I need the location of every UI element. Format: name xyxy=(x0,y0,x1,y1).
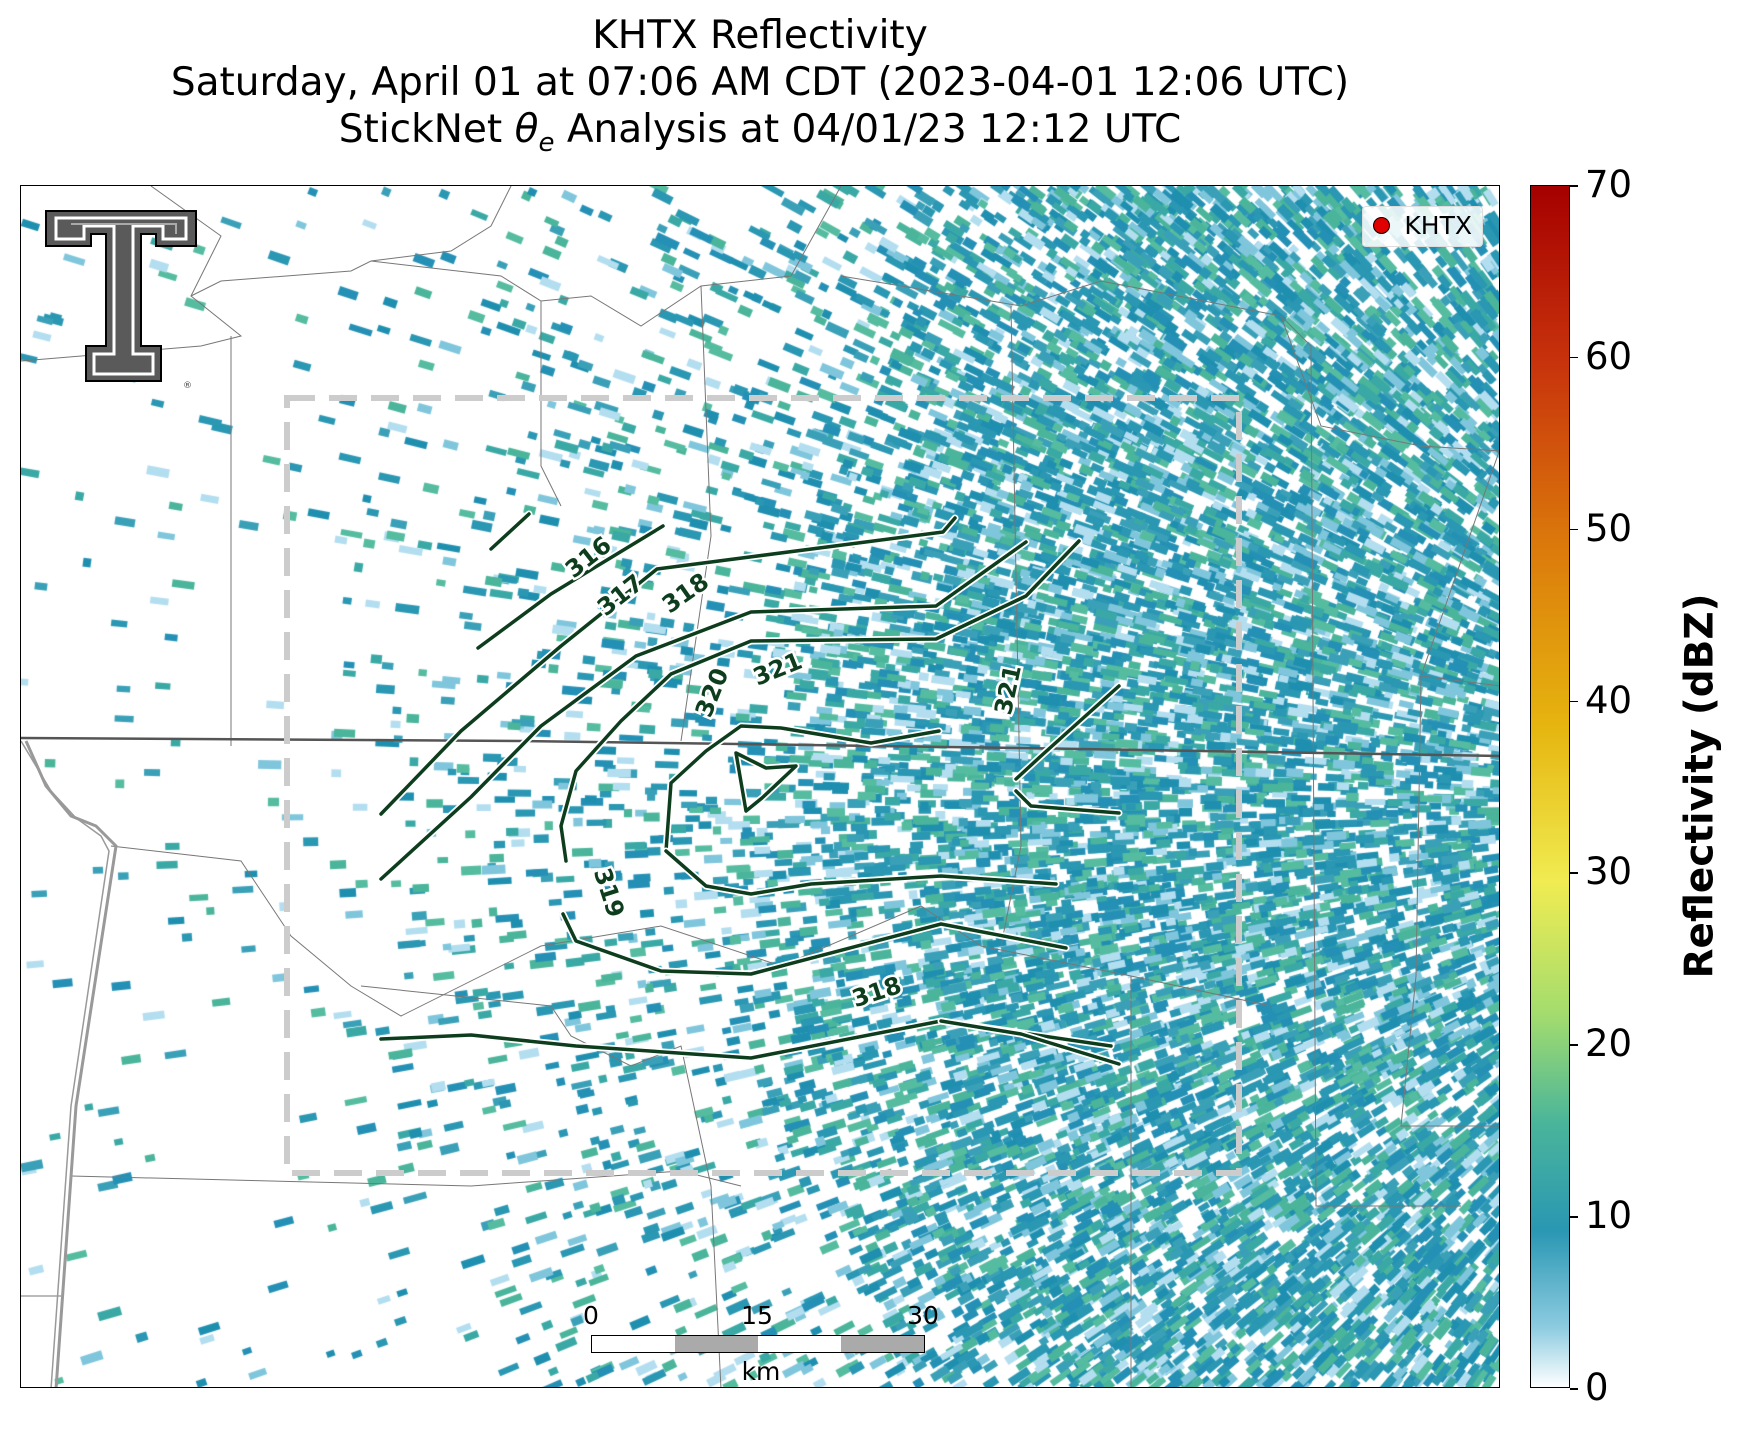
colorbar-title: Reflectivity (dBZ) xyxy=(1677,593,1723,979)
contour-label: 319 xyxy=(588,865,630,921)
contour-label: 318 xyxy=(849,971,905,1013)
contour-line xyxy=(939,1019,1121,1066)
scale-tick-15: 15 xyxy=(741,1301,773,1330)
scale-segments xyxy=(591,1335,925,1353)
svg-text:®: ® xyxy=(183,381,192,391)
title-datetime: Saturday, April 01 at 07:06 AM CDT (2023… xyxy=(170,60,1350,105)
scale-tick-30: 30 xyxy=(907,1301,939,1330)
contour-line xyxy=(664,724,941,853)
colorbar-tick-label: 40 xyxy=(1585,678,1633,722)
contour-line xyxy=(664,849,1058,896)
contour-line xyxy=(559,539,1081,863)
colorbar-tick-mark xyxy=(1570,700,1578,703)
scale-tick-0: 0 xyxy=(583,1301,599,1330)
contour-label: 321 xyxy=(749,647,806,692)
colorbar-tick-mark xyxy=(1570,1216,1578,1218)
radar-site-marker xyxy=(1373,217,1391,234)
scale-unit: km xyxy=(741,1357,781,1386)
colorbar-tick-label: 10 xyxy=(1585,1194,1633,1238)
contour-line xyxy=(734,751,798,813)
contour-line xyxy=(1014,684,1121,781)
colorbar-tick-mark xyxy=(1570,356,1578,359)
contour-line xyxy=(476,524,665,650)
contour-label: 320 xyxy=(690,664,735,721)
legend-label: KHTX xyxy=(1404,211,1472,240)
colorbar xyxy=(1530,185,1570,1388)
analysis-domain-box xyxy=(284,395,1242,1176)
colorbar-tick-mark xyxy=(1570,528,1578,531)
colorbar-tick-mark xyxy=(1570,872,1578,874)
colorbar-tick-mark xyxy=(1570,1044,1578,1046)
contour-label: 321 xyxy=(989,662,1027,717)
colorbar-tick-label: 60 xyxy=(1585,334,1633,378)
station-legend: KHTX xyxy=(1362,206,1483,247)
contour-halo xyxy=(377,514,959,818)
contour-halo xyxy=(377,1017,1115,1062)
theta-e-contours xyxy=(377,510,1123,1068)
contour-label: 316 xyxy=(560,531,617,584)
contour-line xyxy=(379,540,1028,881)
colorbar-tick-label: 20 xyxy=(1585,1022,1633,1066)
county-borders xyxy=(21,186,1499,1387)
radar-map[interactable]: 316 317 318 320 321 321 319 318 ® KHTX 0 15 30 … xyxy=(20,185,1500,1388)
state-border xyxy=(21,736,1499,758)
contour-line xyxy=(561,912,1068,976)
texas-tech-logo: ® xyxy=(41,206,206,395)
figure-title: KHTX Reflectivity Saturday, April 01 at … xyxy=(0,12,1520,167)
title-radar: KHTX Reflectivity xyxy=(592,13,928,58)
contour-halo xyxy=(559,910,1070,978)
scale-bar: 0 15 30 km xyxy=(583,1301,939,1386)
colorbar-tick-label: 30 xyxy=(1585,850,1633,894)
colorbar-tick-label: 0 xyxy=(1585,1366,1609,1409)
colorbar-tick-label: 50 xyxy=(1585,506,1633,550)
colorbar-tick-label: 70 xyxy=(1585,163,1633,206)
title-analysis: StickNet θe Analysis at 04/01/23 12:12 U… xyxy=(338,107,1182,158)
colorbar-tick-mark xyxy=(1570,185,1578,187)
colorbar-tick-mark xyxy=(1570,1388,1578,1390)
river xyxy=(21,740,118,1387)
reflectivity-field xyxy=(21,186,1499,1387)
contour-line xyxy=(379,516,957,816)
contour-line xyxy=(489,512,531,551)
contour-line xyxy=(1014,789,1121,815)
